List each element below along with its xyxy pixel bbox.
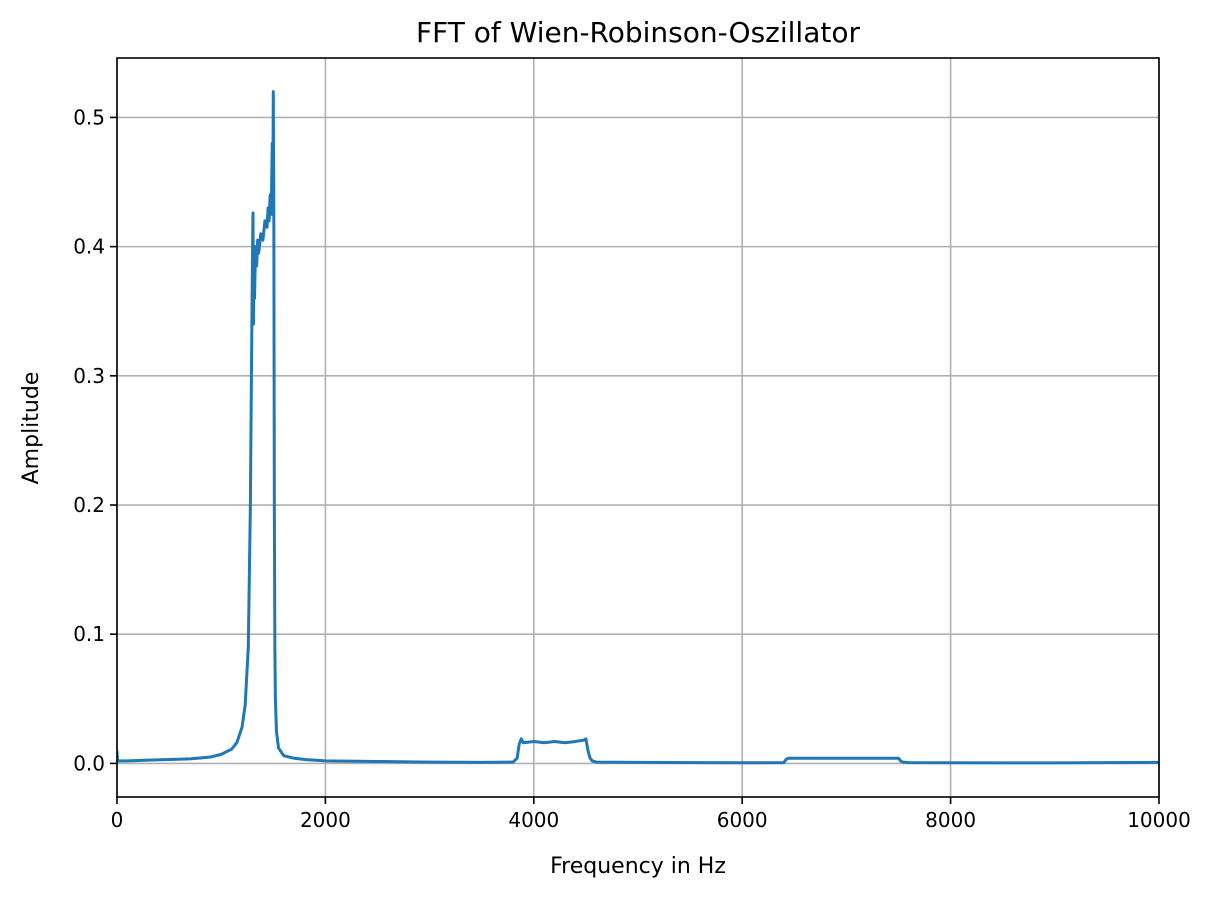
x-tick-label: 6000	[717, 808, 768, 832]
series-layer	[117, 90, 1159, 765]
fft-amplitude-line	[117, 90, 1159, 765]
y-tick-label: 0.4	[73, 235, 105, 259]
y-tick-label: 0.5	[73, 105, 105, 129]
x-tick-label: 2000	[300, 808, 351, 832]
axis-ticks: 0 2000 4000 6000 8000 10000 0.0 0.1 0.2 0.3 0.4 0.5	[73, 105, 1191, 832]
x-tick-label: 10000	[1127, 808, 1191, 832]
y-tick-label: 0.1	[73, 622, 105, 646]
grid-lines	[116, 58, 1160, 797]
chart-title: FFT of Wien-Robinson-Oszillator	[416, 16, 860, 49]
x-tick-label: 0	[111, 808, 124, 832]
y-tick-label: 0.2	[73, 493, 105, 517]
x-tick-label: 4000	[508, 808, 559, 832]
y-tick-label: 0.3	[73, 364, 105, 388]
plot-frame	[116, 57, 1160, 798]
y-tick-label: 0.0	[73, 751, 105, 775]
y-axis-label: Amplitude	[19, 372, 44, 485]
x-tick-label: 8000	[925, 808, 976, 832]
x-axis-label: Frequency in Hz	[550, 854, 726, 879]
